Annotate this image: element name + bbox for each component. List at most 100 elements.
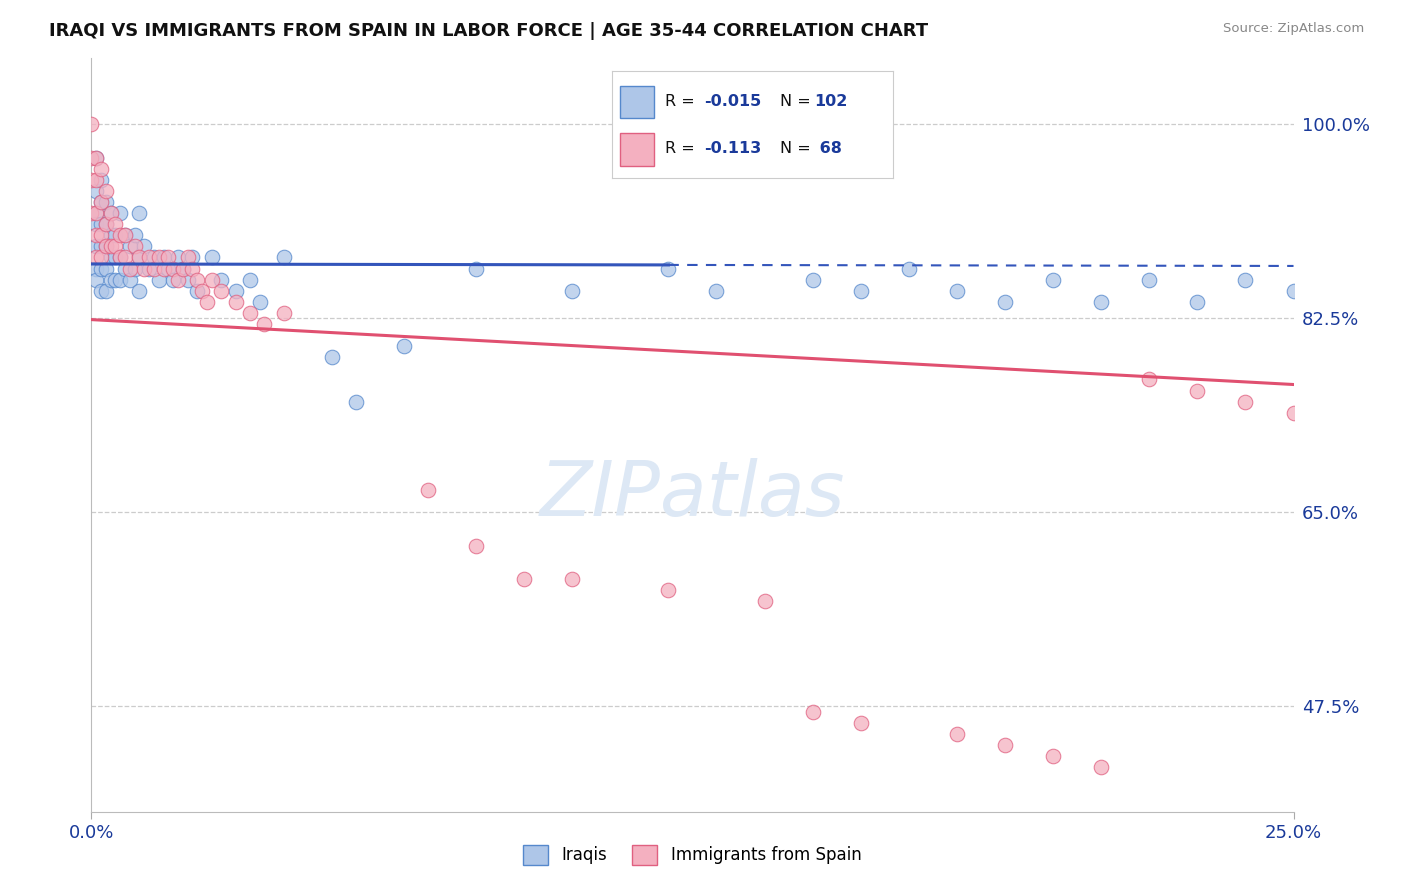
- Point: [849, 716, 872, 731]
- Point: [84, 251, 107, 265]
- Point: [100, 206, 122, 220]
- Point: [94, 217, 117, 231]
- Point: [94, 217, 117, 231]
- Point: [100, 239, 122, 253]
- Point: [128, 251, 150, 265]
- Point: [138, 261, 160, 276]
- Point: [513, 572, 536, 586]
- Point: [186, 284, 208, 298]
- Point: [104, 239, 127, 253]
- Point: [897, 261, 920, 276]
- Point: [84, 151, 107, 165]
- Point: [465, 539, 488, 553]
- Point: [124, 239, 146, 253]
- Point: [946, 727, 969, 741]
- Point: [1042, 273, 1064, 287]
- Point: [138, 251, 160, 265]
- Point: [94, 239, 117, 253]
- Point: [152, 261, 174, 276]
- Text: N =: N =: [780, 142, 817, 156]
- Point: [273, 251, 295, 265]
- Point: [90, 239, 112, 253]
- Text: R =: R =: [665, 95, 700, 110]
- Point: [124, 261, 146, 276]
- Point: [209, 284, 232, 298]
- Point: [84, 173, 107, 187]
- Text: N =: N =: [780, 95, 817, 110]
- Point: [118, 239, 141, 253]
- Point: [104, 228, 127, 243]
- Point: [225, 284, 247, 298]
- Point: [94, 239, 117, 253]
- Point: [90, 228, 112, 243]
- Point: [100, 228, 122, 243]
- Point: [110, 251, 132, 265]
- Point: [181, 261, 204, 276]
- Point: [754, 594, 776, 608]
- Point: [142, 261, 165, 276]
- Point: [392, 339, 415, 353]
- Point: [273, 306, 295, 320]
- Point: [84, 239, 107, 253]
- Point: [110, 273, 132, 287]
- Point: [90, 261, 112, 276]
- Point: [104, 217, 127, 231]
- Text: IRAQI VS IMMIGRANTS FROM SPAIN IN LABOR FORCE | AGE 35-44 CORRELATION CHART: IRAQI VS IMMIGRANTS FROM SPAIN IN LABOR …: [49, 22, 928, 40]
- Point: [162, 273, 184, 287]
- Point: [801, 273, 824, 287]
- Point: [239, 273, 262, 287]
- Point: [201, 251, 224, 265]
- Text: 68: 68: [814, 142, 842, 156]
- Point: [201, 273, 224, 287]
- Point: [84, 228, 107, 243]
- Point: [100, 273, 122, 287]
- Point: [172, 261, 194, 276]
- Point: [946, 284, 969, 298]
- Point: [1187, 384, 1209, 398]
- Point: [657, 261, 679, 276]
- Point: [1234, 394, 1257, 409]
- Point: [181, 251, 204, 265]
- Point: [94, 184, 117, 198]
- Point: [801, 705, 824, 719]
- Point: [148, 251, 170, 265]
- Text: -0.113: -0.113: [704, 142, 762, 156]
- Point: [80, 173, 103, 187]
- Point: [849, 284, 872, 298]
- Point: [84, 217, 107, 231]
- Point: [90, 251, 112, 265]
- Point: [225, 294, 247, 309]
- Point: [94, 261, 117, 276]
- Point: [994, 294, 1017, 309]
- Point: [167, 273, 190, 287]
- Point: [239, 306, 262, 320]
- Point: [100, 251, 122, 265]
- Point: [344, 394, 367, 409]
- Text: Source: ZipAtlas.com: Source: ZipAtlas.com: [1223, 22, 1364, 36]
- Point: [110, 206, 132, 220]
- Text: 102: 102: [814, 95, 848, 110]
- Point: [195, 294, 218, 309]
- Legend: Iraqis, Immigrants from Spain: Iraqis, Immigrants from Spain: [517, 838, 868, 871]
- Point: [1187, 294, 1209, 309]
- Point: [84, 273, 107, 287]
- Point: [128, 206, 150, 220]
- Point: [172, 261, 194, 276]
- Point: [94, 284, 117, 298]
- Point: [561, 572, 583, 586]
- Point: [416, 483, 439, 498]
- Point: [128, 251, 150, 265]
- Point: [90, 284, 112, 298]
- Point: [465, 261, 488, 276]
- Point: [1234, 273, 1257, 287]
- Point: [157, 261, 180, 276]
- Point: [1090, 760, 1112, 774]
- Point: [94, 195, 117, 210]
- Point: [114, 228, 136, 243]
- Point: [114, 251, 136, 265]
- Point: [114, 228, 136, 243]
- Point: [110, 228, 132, 243]
- Point: [706, 284, 728, 298]
- Point: [1282, 284, 1305, 298]
- Point: [1282, 406, 1305, 420]
